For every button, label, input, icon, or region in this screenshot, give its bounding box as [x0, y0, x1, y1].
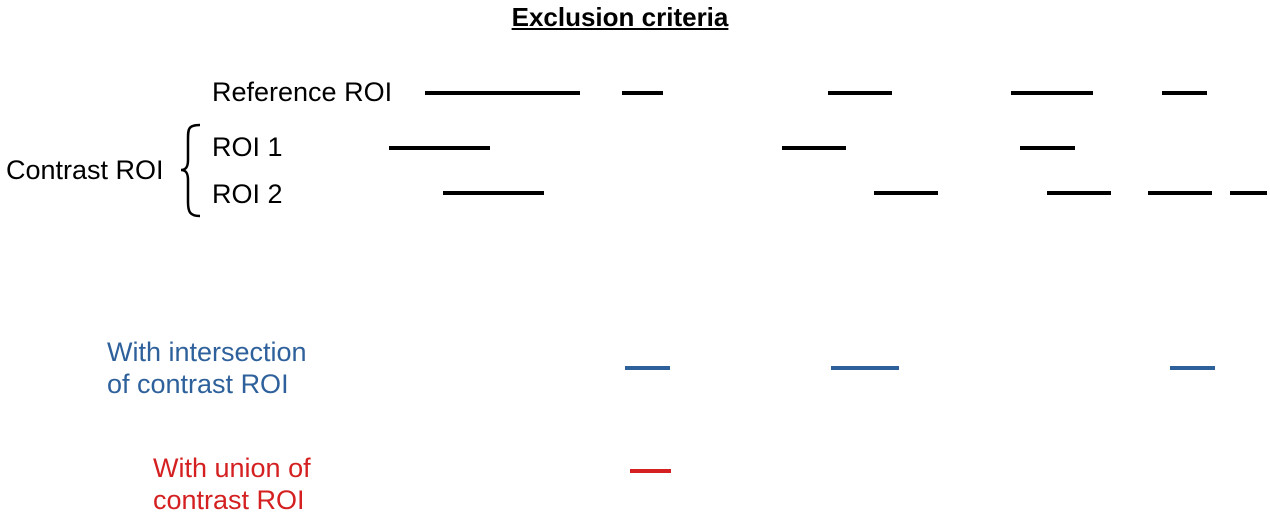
union-label-line1: With union of: [153, 453, 311, 483]
intersection-label: With intersection of contrast ROI: [107, 336, 307, 400]
union-label: With union of contrast ROI: [153, 452, 311, 516]
intersection-label-line1: With intersection: [107, 337, 307, 367]
diagram-title: Exclusion criteria: [511, 2, 729, 32]
reference-roi-label: Reference ROI: [212, 77, 393, 107]
roi2-label: ROI 2: [212, 179, 283, 209]
intersection-label-line2: of contrast ROI: [107, 369, 289, 399]
roi1-label: ROI 1: [212, 132, 283, 162]
union-label-line2: contrast ROI: [153, 485, 305, 515]
curly-brace-icon: [180, 123, 201, 218]
contrast-roi-label: Contrast ROI: [6, 155, 164, 185]
